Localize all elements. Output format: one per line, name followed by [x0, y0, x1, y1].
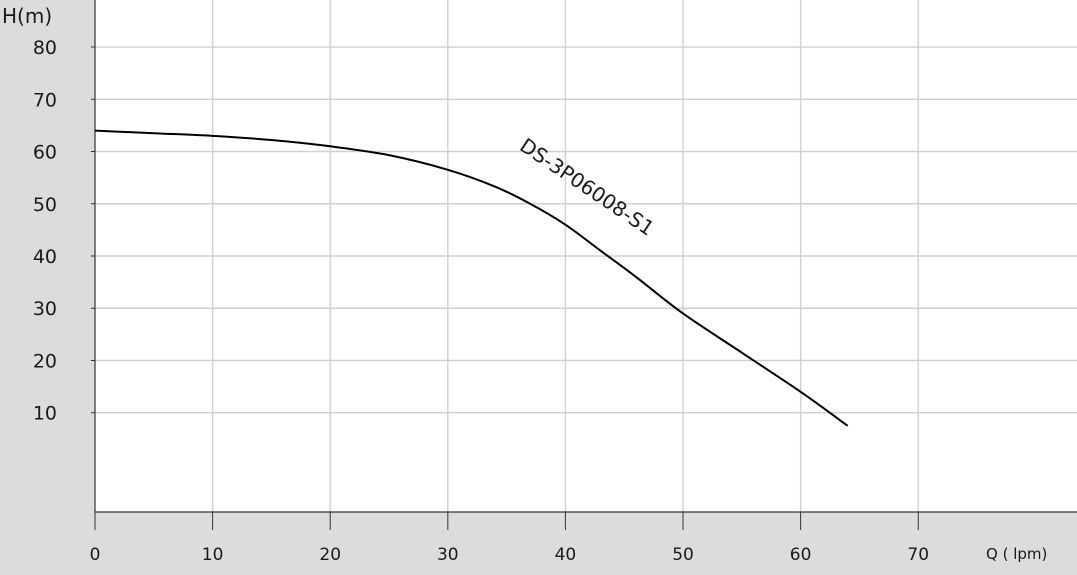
- tick-labels: 0 10 20 30 40 50 60 70 10 20 30 40 50 60 70 80: [33, 37, 929, 565]
- y-tick-label: 80: [33, 37, 57, 59]
- x-tick-label: 10: [202, 545, 224, 565]
- y-tick-label: 40: [33, 246, 57, 268]
- series-layer: [94, 129, 849, 427]
- axes: [91, 0, 1077, 530]
- gridlines: [95, 0, 1077, 512]
- x-tick-label: 40: [555, 545, 577, 565]
- x-tick-label: 30: [437, 545, 459, 565]
- y-tick-label: 30: [33, 298, 57, 320]
- pump-curve-line: [94, 129, 849, 427]
- x-tick-label: 70: [907, 545, 929, 565]
- x-tick-label: 50: [672, 545, 694, 565]
- y-tick-label: 60: [33, 142, 57, 164]
- y-tick-label: 70: [33, 89, 57, 111]
- x-tick-label: 20: [319, 545, 341, 565]
- y-tick-label: 10: [33, 403, 57, 425]
- x-tick-label: 60: [790, 545, 812, 565]
- y-tick-label: 50: [33, 194, 57, 216]
- y-tick-label: 20: [33, 350, 57, 372]
- x-axis-label: Q ( lpm): [986, 545, 1047, 563]
- x-tick-label: 0: [90, 545, 101, 565]
- y-axis-label: H(m): [2, 4, 52, 28]
